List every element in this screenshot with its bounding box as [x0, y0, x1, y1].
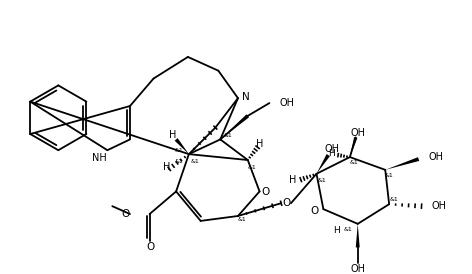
Text: OH: OH	[279, 98, 294, 108]
Text: OH: OH	[431, 201, 447, 211]
Text: &1: &1	[237, 217, 246, 222]
Polygon shape	[350, 137, 357, 157]
Polygon shape	[385, 157, 419, 170]
Text: H: H	[169, 130, 177, 141]
Text: &1: &1	[247, 165, 256, 170]
Text: H: H	[163, 162, 170, 172]
Text: NH: NH	[92, 153, 107, 163]
Polygon shape	[220, 114, 249, 139]
Text: H: H	[289, 175, 297, 185]
Text: &1: &1	[190, 159, 199, 164]
Text: OH: OH	[350, 127, 365, 138]
Polygon shape	[317, 154, 330, 174]
Text: OH: OH	[429, 152, 443, 162]
Text: O: O	[146, 242, 155, 252]
Text: N: N	[242, 92, 250, 102]
Polygon shape	[356, 224, 360, 247]
Text: O: O	[282, 198, 290, 208]
Text: &1: &1	[385, 173, 394, 178]
Text: O: O	[261, 187, 270, 198]
Text: &1: &1	[174, 159, 183, 164]
Text: &1: &1	[344, 227, 353, 232]
Text: H: H	[329, 149, 335, 158]
Text: &1: &1	[349, 161, 358, 165]
Text: &1: &1	[390, 197, 398, 202]
Polygon shape	[175, 138, 189, 154]
Text: H: H	[256, 139, 263, 149]
Text: O: O	[121, 209, 129, 219]
Text: &1: &1	[318, 178, 327, 183]
Text: &1: &1	[174, 148, 183, 153]
Text: OH: OH	[325, 144, 340, 154]
Text: OH: OH	[350, 264, 365, 274]
Text: &1: &1	[224, 133, 233, 138]
Text: H: H	[333, 226, 340, 235]
Text: O: O	[310, 206, 319, 216]
